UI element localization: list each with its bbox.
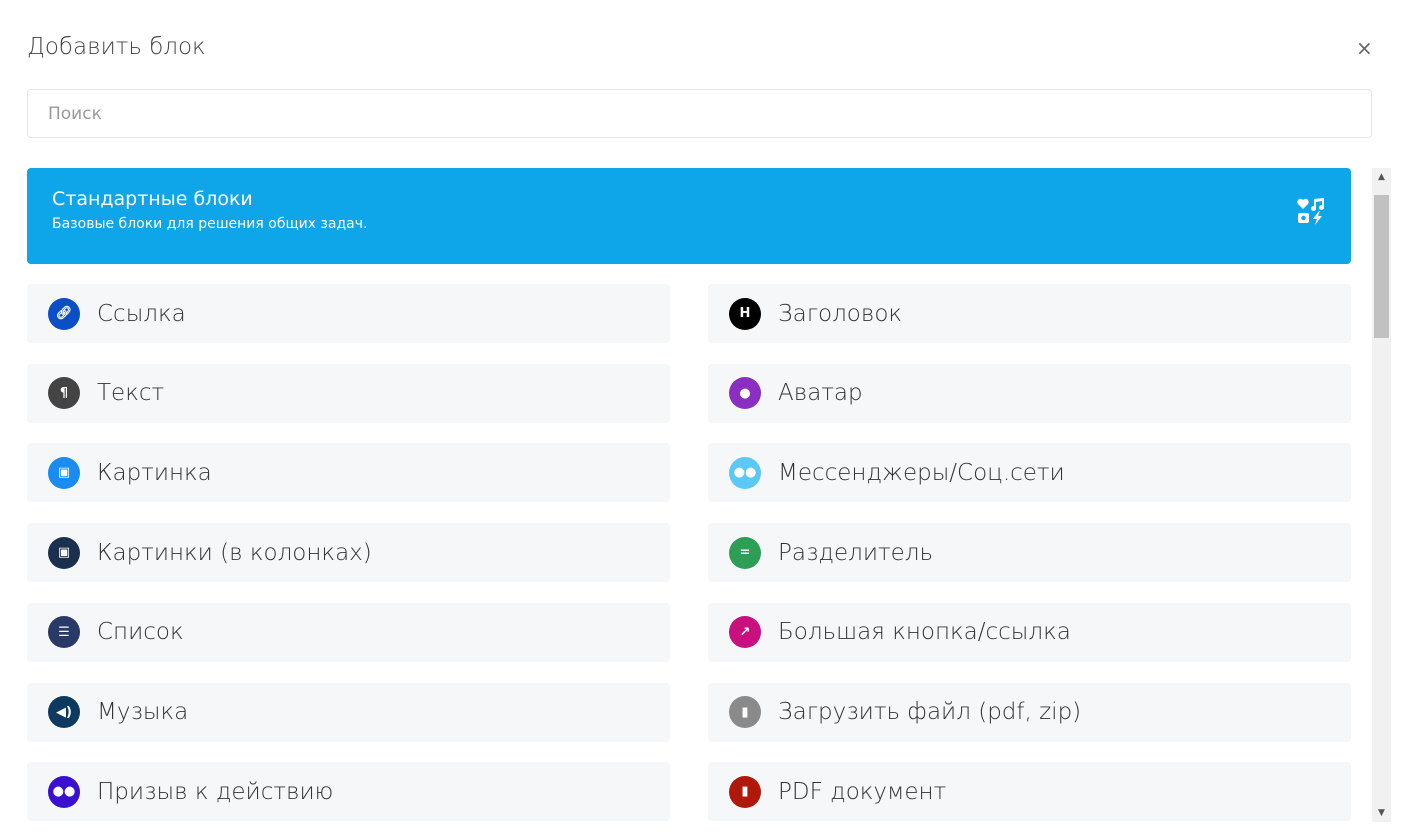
banner-subtitle: Базовые блоки для решения общих задач.	[52, 216, 368, 232]
block-paragraph[interactable]: ¶ Текст	[27, 363, 670, 423]
block-images[interactable]: ▣ Картинки (в колонках)	[27, 523, 670, 583]
block-label: Список	[97, 619, 184, 646]
block-user[interactable]: ● Аватар	[708, 363, 1351, 423]
block-image[interactable]: ▣ Картинка	[27, 443, 670, 503]
images-icon: ▣	[48, 536, 80, 569]
shapes-icon	[1297, 198, 1325, 225]
comments-icon: ●●	[48, 775, 80, 808]
equals-icon: =	[729, 536, 761, 569]
link-icon: 🔗︎	[48, 297, 80, 330]
volume-icon: ◀)	[48, 696, 80, 728]
block-label: Загрузить файл (pdf, zip)	[778, 699, 1082, 725]
file-pdf-icon: ▮	[729, 775, 761, 808]
file-icon: ▮	[729, 696, 761, 728]
search-input[interactable]	[27, 89, 1372, 138]
block-list[interactable]: ☰ Список	[27, 602, 670, 662]
block-file-pdf[interactable]: ▮ PDF документ	[708, 762, 1351, 822]
dialog-title: Добавить блок	[27, 34, 206, 60]
block-label: Мессенджеры/Соц.сети	[778, 459, 1065, 486]
user-icon: ●	[729, 377, 761, 410]
block-label: Картинка	[97, 459, 212, 486]
scroll-up-arrow[interactable]: ▲	[1378, 172, 1385, 182]
close-icon[interactable]: ×	[1356, 36, 1373, 60]
block-comments[interactable]: ●● Призыв к действию	[27, 762, 670, 822]
block-file[interactable]: ▮ Загрузить файл (pdf, zip)	[708, 682, 1351, 742]
block-label: Картинки (в колонках)	[97, 539, 372, 566]
heading-icon: H	[729, 297, 761, 330]
block-volume[interactable]: ◀) Музыка	[27, 682, 670, 742]
banner-title: Стандартные блоки	[52, 188, 253, 210]
block-external-link[interactable]: ↗ Большая кнопка/ссылка	[708, 602, 1351, 662]
block-users[interactable]: ●● Мессенджеры/Соц.сети	[708, 443, 1351, 503]
scrollbar-thumb[interactable]	[1374, 195, 1389, 338]
block-label: Призыв к действию	[97, 778, 334, 805]
image-icon: ▣	[48, 456, 80, 489]
block-label: Разделитель	[778, 539, 934, 566]
block-label: Текст	[97, 380, 165, 407]
block-link[interactable]: 🔗︎ Ссылка	[27, 284, 670, 343]
users-icon: ●●	[729, 456, 761, 489]
scroll-down-arrow[interactable]: ▼	[1378, 808, 1385, 818]
block-label: Музыка	[97, 699, 189, 725]
paragraph-icon: ¶	[48, 377, 80, 410]
block-label: Заголовок	[778, 300, 903, 327]
block-equals[interactable]: = Разделитель	[708, 523, 1351, 583]
scrollbar[interactable]: ▲ ▼	[1372, 168, 1391, 822]
block-label: Ссылка	[97, 300, 186, 327]
list-icon: ☰	[48, 616, 80, 649]
block-label: PDF документ	[778, 778, 947, 805]
block-heading[interactable]: H Заголовок	[708, 284, 1351, 343]
external-link-icon: ↗	[729, 616, 761, 649]
block-label: Большая кнопка/ссылка	[778, 619, 1071, 646]
block-label: Аватар	[778, 380, 863, 407]
standard-blocks-banner[interactable]: Стандартные блоки Базовые блоки для реше…	[27, 168, 1351, 264]
